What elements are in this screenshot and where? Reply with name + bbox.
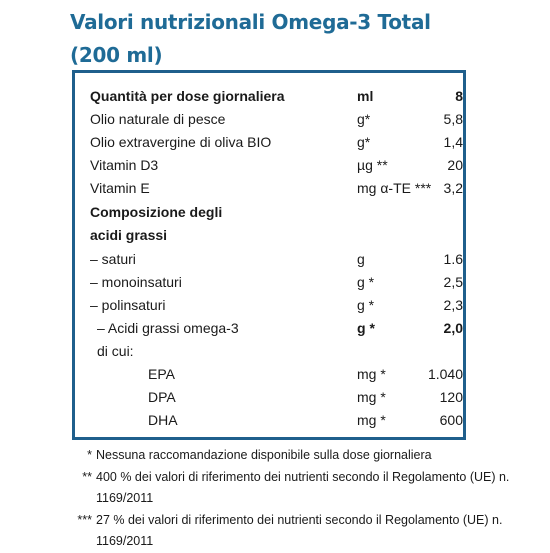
header-label: Quantità per dose giornaliera [90, 88, 285, 104]
table-row: EPA 1.040 mg * [148, 366, 463, 382]
footnote-mark: *** [77, 512, 92, 527]
table-row: – monoinsaturi 2,5 g * [90, 274, 463, 290]
page-title: Valori nutrizionali Omega-3 Total (200 m… [70, 6, 530, 72]
table-row: DPA 120 mg * [148, 389, 463, 405]
composition-heading-1: Composizione degli [90, 204, 223, 220]
table-row: Olio naturale di pesce 5,8 g* [90, 111, 463, 127]
nutrition-table: Quantità per dose giornaliera 8 ml Olio … [72, 70, 466, 440]
footnote: ** 400 % dei valori di riferimento dei n… [70, 467, 540, 510]
footnote-mark: * [87, 448, 92, 462]
table-row: – polinsaturi 2,3 g * [90, 297, 463, 313]
table-row: Vitamin E 3,2 mg α-TE *** [90, 180, 463, 196]
header-row: Quantità per dose giornaliera 8 ml [75, 85, 463, 108]
omega3-row: – Acidi grassi omega-3 2,0 g * [97, 320, 463, 336]
table-row: Olio extravergine di oliva BIO 1,4 g* [90, 134, 463, 150]
footnote-text: 400 % dei valori di riferimento dei nutr… [96, 469, 510, 506]
table-row: DHA 600 mg * [148, 412, 463, 428]
footnote-text: 27 % dei valori di riferimento dei nutri… [96, 512, 503, 549]
footnote: * Nessuna raccomandazione disponibile su… [70, 445, 540, 467]
footnotes: * Nessuna raccomandazione disponibile su… [70, 445, 540, 553]
footnote-text: Nessuna raccomandazione disponibile sull… [96, 448, 432, 462]
table-row: – saturi 1.6 g [90, 251, 463, 267]
dicui-row: di cui: [97, 343, 134, 359]
footnote-mark: ** [82, 469, 92, 484]
footnote: *** 27 % dei valori di riferimento dei n… [70, 510, 540, 553]
header-unit: ml [357, 88, 374, 104]
title-line-1: Valori nutrizionali Omega-3 Total [70, 10, 431, 34]
header-value: 8 [455, 88, 463, 104]
table-row: Vitamin D3 20 µg ** [90, 157, 463, 173]
composition-heading-2: acidi grassi [90, 227, 168, 243]
title-line-2: (200 ml) [70, 43, 163, 67]
